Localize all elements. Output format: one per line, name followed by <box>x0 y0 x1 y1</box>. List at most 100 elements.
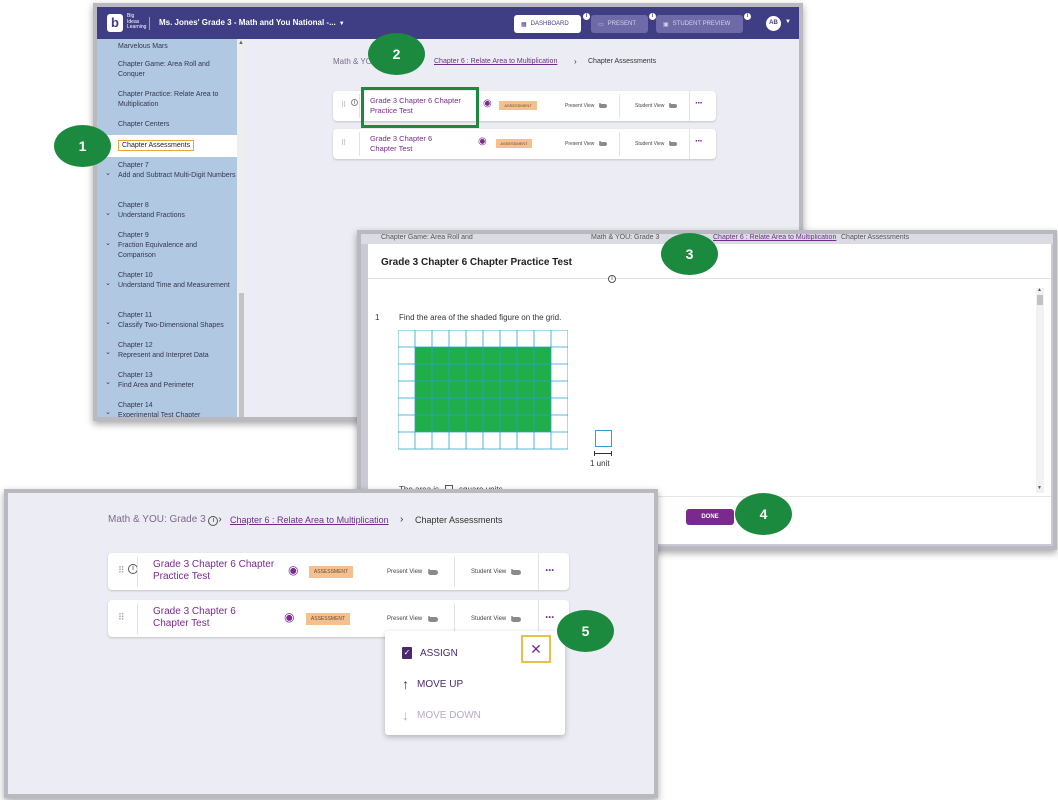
sidebar-item[interactable]: Chapter Centers <box>118 121 170 128</box>
divider <box>689 129 690 159</box>
sidebar-chapter[interactable]: Chapter 13 Find Area and Perimeter <box>118 372 194 389</box>
sidebar-chapter[interactable]: Chapter 9 Fraction Equivalence and Compar… <box>118 232 197 259</box>
move-up-menu-item[interactable]: ↑ MOVE UP <box>402 676 464 692</box>
breadcrumb-chapter-link[interactable]: Chapter 6 : Relate Area to Multiplicatio… <box>434 58 558 65</box>
more-options-icon[interactable]: ··· <box>545 610 555 624</box>
present-view-toggle[interactable] <box>599 103 607 108</box>
dashboard-button[interactable]: ▦ DASHBOARD <box>514 15 581 33</box>
breadcrumb-root[interactable]: Math & YOU <box>333 57 378 66</box>
drag-handle-icon[interactable]: ⠿ <box>118 612 125 622</box>
sidebar-chapter[interactable]: Chapter 14 Experimental Test Chapter <box>118 402 201 419</box>
info-icon[interactable]: i <box>208 516 219 526</box>
chevron-down-icon[interactable]: ⌄ <box>105 409 111 416</box>
present-icon: ▭ <box>598 21 604 28</box>
student-view-label: Student View <box>471 616 507 622</box>
drag-handle-icon[interactable]: ⠿ <box>341 102 347 109</box>
chevron-down-icon[interactable]: ▼ <box>785 19 791 25</box>
info-icon[interactable]: i <box>608 275 616 283</box>
present-view-toggle[interactable] <box>428 569 438 575</box>
arrow-down-icon: ↓ <box>402 707 409 723</box>
sidebar-item[interactable]: Marvelous Mars <box>118 43 168 50</box>
student-preview-button[interactable]: ▣ STUDENT PREVIEW <box>656 15 743 33</box>
divider <box>538 553 539 590</box>
info-icon[interactable]: i <box>649 13 656 20</box>
student-view-toggle[interactable] <box>669 103 677 108</box>
course-selector[interactable]: Ms. Jones' Grade 3 - Math and You Nation… <box>159 18 345 27</box>
present-view-label: Present View <box>565 141 595 147</box>
chevron-down-icon[interactable]: ⌄ <box>105 170 111 177</box>
behind-sidebar-item: Chapter Game: Area Roll and <box>381 234 473 241</box>
chevron-down-icon[interactable]: ⌄ <box>105 349 111 356</box>
student-view-toggle[interactable] <box>511 616 521 622</box>
card-title[interactable]: Grade 3 Chapter 6 Chapter Practice Test <box>370 96 461 115</box>
sidebar-chapter[interactable]: Chapter 11 Classify Two-Dimensional Shape… <box>118 312 224 329</box>
done-button[interactable]: DONE <box>686 509 734 525</box>
avatar[interactable]: AB <box>766 16 781 31</box>
step-bubble-1: 1 <box>54 125 111 167</box>
assign-menu-item[interactable]: ✓ ASSIGN <box>402 647 458 659</box>
divider <box>368 278 1051 279</box>
drag-handle-icon[interactable]: ⠿ <box>118 565 125 575</box>
preview-icon: ▣ <box>663 21 669 28</box>
chevron-down-icon[interactable]: ⌄ <box>105 280 111 287</box>
assessment-badge: ASSESSMENT <box>306 613 350 625</box>
divider <box>359 94 360 118</box>
divider <box>359 132 360 156</box>
assign-clipboard-icon: ✓ <box>402 647 412 659</box>
sidebar-chapter[interactable]: Chapter 8 Understand Fractions <box>118 202 185 219</box>
eye-icon[interactable]: ◉ <box>284 610 295 624</box>
assessment-card[interactable]: ⠿ i Grade 3 Chapter 6 Chapter Practice T… <box>108 553 569 590</box>
info-icon[interactable]: i <box>744 13 751 20</box>
sidebar-scroll-thumb[interactable] <box>239 293 244 417</box>
card-title[interactable]: Grade 3 Chapter 6 Chapter Test <box>370 134 433 153</box>
breadcrumb-chapter-link[interactable]: Chapter 6 : Relate Area to Multiplicatio… <box>230 515 389 525</box>
sidebar-chapter[interactable]: Chapter 12 Represent and Interpret Data <box>118 342 209 359</box>
divider <box>619 132 620 156</box>
info-icon[interactable]: i <box>351 99 358 106</box>
breadcrumb-separator-icon: › <box>574 57 577 66</box>
sidebar-item[interactable]: Chapter Practice: Relate Area to Multipl… <box>118 91 219 108</box>
chevron-down-icon[interactable]: ⌄ <box>105 210 111 217</box>
drag-handle-icon[interactable]: ⠿ <box>341 140 347 147</box>
breadcrumb-current: Chapter Assessments <box>415 515 503 525</box>
modal-scroll-thumb[interactable] <box>1037 295 1043 305</box>
info-icon[interactable]: i <box>583 13 590 20</box>
divider <box>454 603 455 634</box>
more-options-icon[interactable]: ··· <box>695 136 703 147</box>
present-view-toggle[interactable] <box>428 616 438 622</box>
scroll-down-icon[interactable]: ▼ <box>1037 485 1042 491</box>
assessment-card[interactable]: ⠿ Grade 3 Chapter 6 Chapter Test ◉ ASSES… <box>108 600 569 637</box>
sidebar-scrollbar[interactable] <box>237 39 246 417</box>
card-title[interactable]: Grade 3 Chapter 6 Chapter Test <box>153 606 236 629</box>
scroll-up-icon[interactable]: ▲ <box>1037 287 1042 293</box>
card-title[interactable]: Grade 3 Chapter 6 Chapter Practice Test <box>153 559 275 582</box>
modal-scrollbar[interactable] <box>1036 288 1044 493</box>
scroll-up-icon[interactable]: ▲ <box>238 40 244 46</box>
eye-icon[interactable]: ◉ <box>483 98 492 109</box>
present-view-toggle[interactable] <box>599 141 607 146</box>
student-view-toggle[interactable] <box>511 569 521 575</box>
divider <box>137 603 138 634</box>
eye-icon[interactable]: ◉ <box>288 563 299 577</box>
big-ideas-logo-icon[interactable]: b <box>107 14 123 32</box>
chevron-down-icon[interactable]: ⌄ <box>105 319 111 326</box>
sidebar-chapter[interactable]: Chapter 10 Understand Time and Measuremen… <box>118 272 230 289</box>
more-options-icon[interactable]: ··· <box>545 563 555 577</box>
student-view-toggle[interactable] <box>669 141 677 146</box>
more-options-icon[interactable]: ··· <box>695 98 703 109</box>
eye-icon[interactable]: ◉ <box>478 136 487 147</box>
present-button[interactable]: ▭ PRESENT <box>591 15 648 33</box>
breadcrumb-root[interactable]: Math & YOU: Grade 3 i › <box>108 514 222 526</box>
chevron-down-icon[interactable]: ⌄ <box>105 379 111 386</box>
assessment-card[interactable]: ⠿ Grade 3 Chapter 6 Chapter Test ◉ ASSES… <box>333 129 716 159</box>
chevron-down-icon[interactable]: ⌄ <box>105 240 111 247</box>
sidebar-chapter[interactable]: Chapter 7 Add and Subtract Multi-Digit Nu… <box>118 162 236 179</box>
breadcrumb-separator-icon: › <box>400 514 404 525</box>
student-view-label: Student View <box>635 103 665 109</box>
chevron-down-icon: ▼ <box>338 21 345 27</box>
present-view-label: Present View <box>387 569 423 575</box>
assessment-card[interactable]: ⠿ i Grade 3 Chapter 6 Chapter Practice T… <box>333 91 716 121</box>
close-menu-button[interactable]: ✕ <box>521 635 551 663</box>
sidebar-item-chapter-assessments[interactable]: Chapter Assessments <box>118 140 195 151</box>
sidebar-item[interactable]: Chapter Game: Area Roll and Conquer <box>118 61 210 78</box>
